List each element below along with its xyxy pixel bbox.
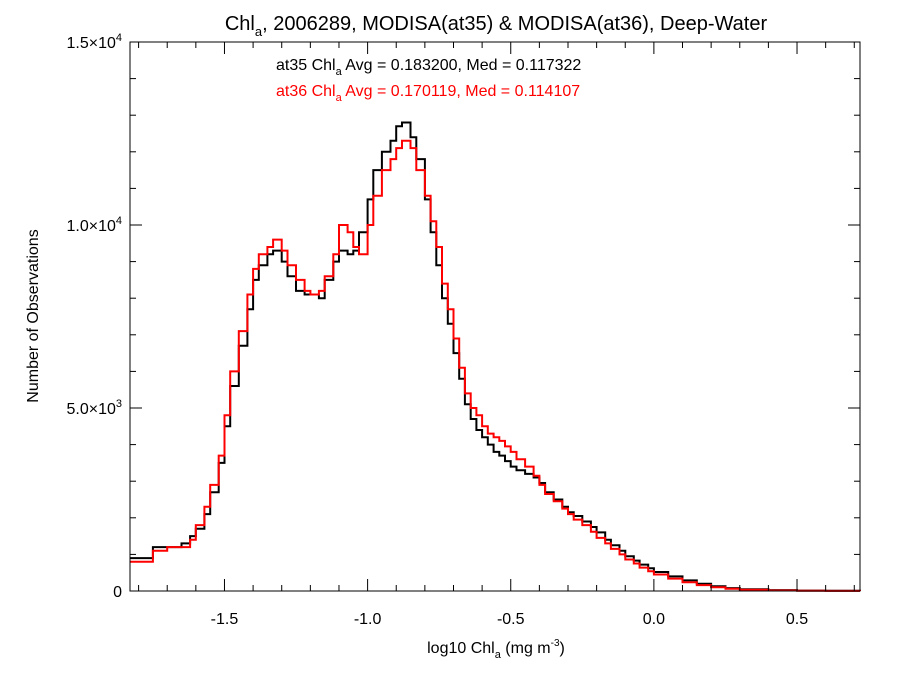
series-layer <box>130 121 861 592</box>
annotation-at36: at36 Chla Avg = 0.170119, Med = 0.114107 <box>276 83 580 104</box>
y-axis-label: Number of Observations <box>25 229 42 402</box>
x-tick-label: 0.5 <box>786 611 808 628</box>
annotation-at35-post: Avg = 0.183200, Med = 0.117322 <box>342 57 582 74</box>
x-axis-label-pre: log10 Chl <box>427 640 495 657</box>
x-axis-label-post: ) <box>560 640 565 657</box>
x-tick-label: 0.0 <box>643 611 665 628</box>
y-tick-label: 1.5×104 <box>66 32 122 52</box>
chart-title-subscript: a <box>255 24 263 39</box>
x-axis-label-sub: a <box>495 649 502 661</box>
x-tick-label: -1.0 <box>354 611 382 628</box>
x-axis-label: log10 Chla (mg m-3) <box>427 638 565 661</box>
x-tick-label: -0.5 <box>497 611 525 628</box>
series-line-at36 <box>130 139 861 592</box>
x-tick-label: -1.5 <box>211 611 239 628</box>
annotation-at36-sub: a <box>336 92 343 104</box>
annotation-at35-pre: at35 Chl <box>276 57 336 74</box>
y-tick-label: 1.0×104 <box>66 215 122 235</box>
y-tick-label: 5.0×103 <box>66 398 122 418</box>
x-axis-label-mid: (mg m <box>501 640 551 657</box>
chart-title: Chla, 2006289, MODISA(at35) & MODISA(at3… <box>225 13 768 39</box>
ticks-layer: -1.5 -1.0 -0.5 0.0 0.5 0 5.0×103 1.0×104 1.5×104 <box>66 32 860 628</box>
x-axis-label-sup: -3 <box>551 638 560 649</box>
annotation-at36-text: at36 Chla Avg = 0.170119, Med = 0.114107 <box>276 83 580 104</box>
chart-title-rest: , 2006289, MODISA(at35) & MODISA(at36), … <box>262 13 767 35</box>
chart-title-main: Chl <box>225 13 255 35</box>
y-tick-label: 0 <box>113 584 122 601</box>
plot-frame <box>129 41 861 592</box>
annotation-at36-pre: at36 Chl <box>276 83 336 100</box>
annotation-at35-text: at35 Chla Avg = 0.183200, Med = 0.117322 <box>276 57 581 78</box>
annotation-at36-post: Avg = 0.170119, Med = 0.114107 <box>342 83 581 100</box>
annotation-at35-sub: a <box>336 66 343 78</box>
annotation-at35: at35 Chla Avg = 0.183200, Med = 0.117322 <box>276 57 581 78</box>
